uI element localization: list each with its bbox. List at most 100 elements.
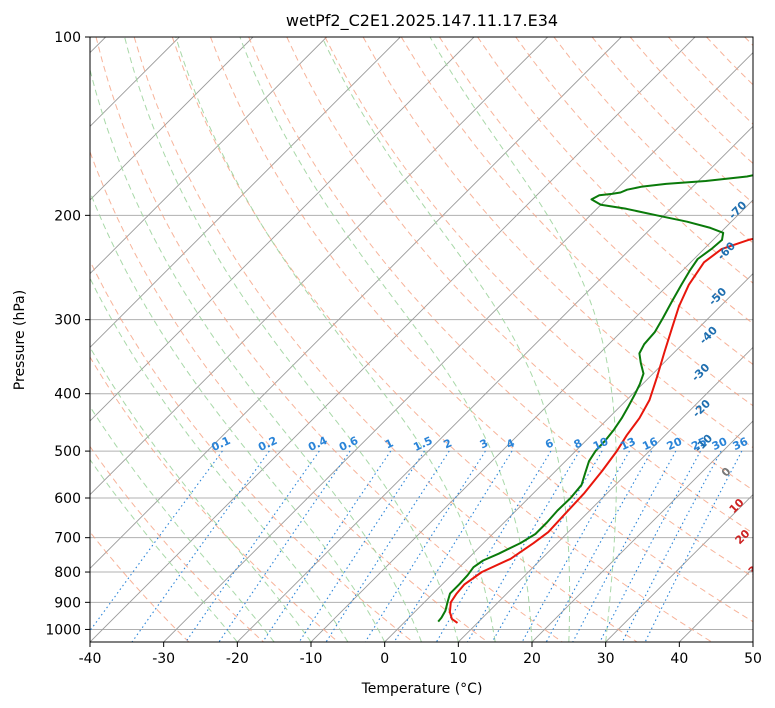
x-tick-label: -20 xyxy=(226,651,249,667)
dry-adiabat-line xyxy=(90,259,414,642)
adiabat-label: 40 xyxy=(761,587,775,607)
plot-frame xyxy=(89,36,754,643)
isotherm-line xyxy=(90,37,548,496)
x-tick-label: 10 xyxy=(449,651,467,667)
mixing-ratio-line xyxy=(621,450,722,642)
x-tick-label: 40 xyxy=(670,651,688,667)
x-tick-label: 30 xyxy=(597,651,615,667)
isotherm-line xyxy=(90,37,622,569)
x-tick-label: -40 xyxy=(79,651,102,667)
mixing-ratio-label: 4 xyxy=(504,436,517,451)
mixing-ratio-line xyxy=(325,450,450,642)
moist-adiabat-line xyxy=(175,37,496,642)
dry-adiabat-line xyxy=(90,150,489,642)
chart-title: wetPf2_C2E1.2025.147.11.17.E34 xyxy=(286,11,558,31)
mixing-ratio-line xyxy=(131,450,270,642)
y-tick-label: 600 xyxy=(54,491,81,507)
moist-adiabat-line xyxy=(429,37,617,642)
dry-adiabat-line xyxy=(133,37,638,642)
isotherm-line xyxy=(605,494,753,642)
adiabat-label: 0 xyxy=(719,465,734,480)
adiabat-label: -40 xyxy=(697,324,720,347)
adiabat-label: -20 xyxy=(690,397,713,420)
dry-adiabat-line xyxy=(553,37,753,244)
mixing-ratio-label: 13 xyxy=(618,435,637,453)
moist-adiabat-line xyxy=(321,37,571,642)
x-tick-label: -30 xyxy=(152,651,175,667)
dry-adiabat-line xyxy=(668,37,753,125)
x-tick-label: 20 xyxy=(523,651,541,667)
dry-adiabat-line xyxy=(210,37,753,623)
isotherm-line xyxy=(384,273,753,642)
x-axis-ticks: -40 -30 -20 -10 0 10 20 30 40 50 xyxy=(79,642,762,667)
mixing-ratio-line xyxy=(364,450,486,642)
y-tick-label: 1000 xyxy=(45,622,81,638)
mixing-ratio-line xyxy=(466,450,580,642)
moist-adiabat-line xyxy=(90,458,238,642)
mixing-ratio-line xyxy=(545,450,653,642)
moist-adiabat-line xyxy=(124,37,459,642)
dry-adiabat-line xyxy=(362,37,753,449)
y-tick-label: 500 xyxy=(54,444,81,460)
adiabat-label: 20 xyxy=(733,527,753,547)
y-axis-label: Pressure (hPa) xyxy=(12,290,28,390)
isotherm-line xyxy=(90,37,475,422)
dry-adiabat-line xyxy=(95,37,564,642)
moist-adiabat-line xyxy=(90,277,349,642)
y-tick-label: 100 xyxy=(54,30,81,46)
moist-adiabat-line xyxy=(90,346,312,642)
grid-lines xyxy=(90,37,753,642)
isotherm-line xyxy=(90,37,254,201)
adiabat-lines xyxy=(90,37,753,642)
x-tick-label: 50 xyxy=(744,651,762,667)
dry-adiabat-line xyxy=(286,37,753,534)
isotherm-line xyxy=(531,420,753,642)
series-lines xyxy=(437,174,753,624)
mixing-ratio-line xyxy=(90,450,223,632)
mixing-ratio-label: 6 xyxy=(543,436,556,451)
y-axis-ticks: 100 200 300 400 500 600 700 800 900 1000 xyxy=(45,30,90,638)
mixing-ratio-line xyxy=(298,450,425,642)
temperature-profile-line xyxy=(448,237,753,624)
dry-adiabat-line xyxy=(248,37,753,578)
adiabat-label: -70 xyxy=(726,198,749,221)
mixing-ratio-line xyxy=(572,450,677,642)
adiabat-label: 30 xyxy=(746,558,766,578)
moist-adiabat-line xyxy=(90,190,386,642)
x-tick-label: -10 xyxy=(300,651,323,667)
mixing-ratio-line xyxy=(599,450,701,642)
dewpoint-profile-line xyxy=(437,174,753,623)
x-axis-label: Temperature (°C) xyxy=(361,681,483,697)
dry-adiabat-line xyxy=(324,37,753,491)
mixing-ratio-label: 25 xyxy=(689,435,708,453)
dry-adiabat-line xyxy=(171,37,713,642)
moist-adiabat-line xyxy=(90,67,422,642)
y-tick-label: 800 xyxy=(54,565,81,581)
mixing-ratio-line xyxy=(185,450,320,642)
dry-adiabat-line xyxy=(400,37,753,407)
dry-adiabat-line xyxy=(90,356,339,642)
isotherm-line xyxy=(90,37,401,348)
dry-adiabat-line xyxy=(744,37,753,47)
y-tick-label: 700 xyxy=(54,531,81,547)
mixing-ratio-label: 2 xyxy=(442,436,454,451)
isotherm-line xyxy=(237,125,753,642)
mixing-ratio-line xyxy=(644,450,743,642)
plot-area: 0.10.20.40.611.52346810131620253036-100-… xyxy=(90,37,775,642)
dry-adiabat-line xyxy=(706,37,753,86)
moist-adiabat-line xyxy=(90,405,275,642)
isotherm-line xyxy=(752,641,753,642)
dry-adiabat-line xyxy=(477,37,753,325)
mixing-ratio-line xyxy=(521,450,630,642)
mixing-ratio-label: 36 xyxy=(731,435,751,453)
mixing-ratio-label: 10 xyxy=(591,435,611,453)
mixing-ratio-label: 20 xyxy=(665,435,685,453)
y-tick-label: 400 xyxy=(54,387,81,403)
adiabat-label: 10 xyxy=(727,496,747,516)
isotherm-line xyxy=(458,346,753,642)
isotherm-line xyxy=(679,567,753,642)
mixing-ratio-label: 16 xyxy=(640,435,660,453)
isotherm-line xyxy=(163,52,753,642)
adiabat-label: -80 xyxy=(756,147,775,170)
y-tick-label: 900 xyxy=(54,595,81,611)
